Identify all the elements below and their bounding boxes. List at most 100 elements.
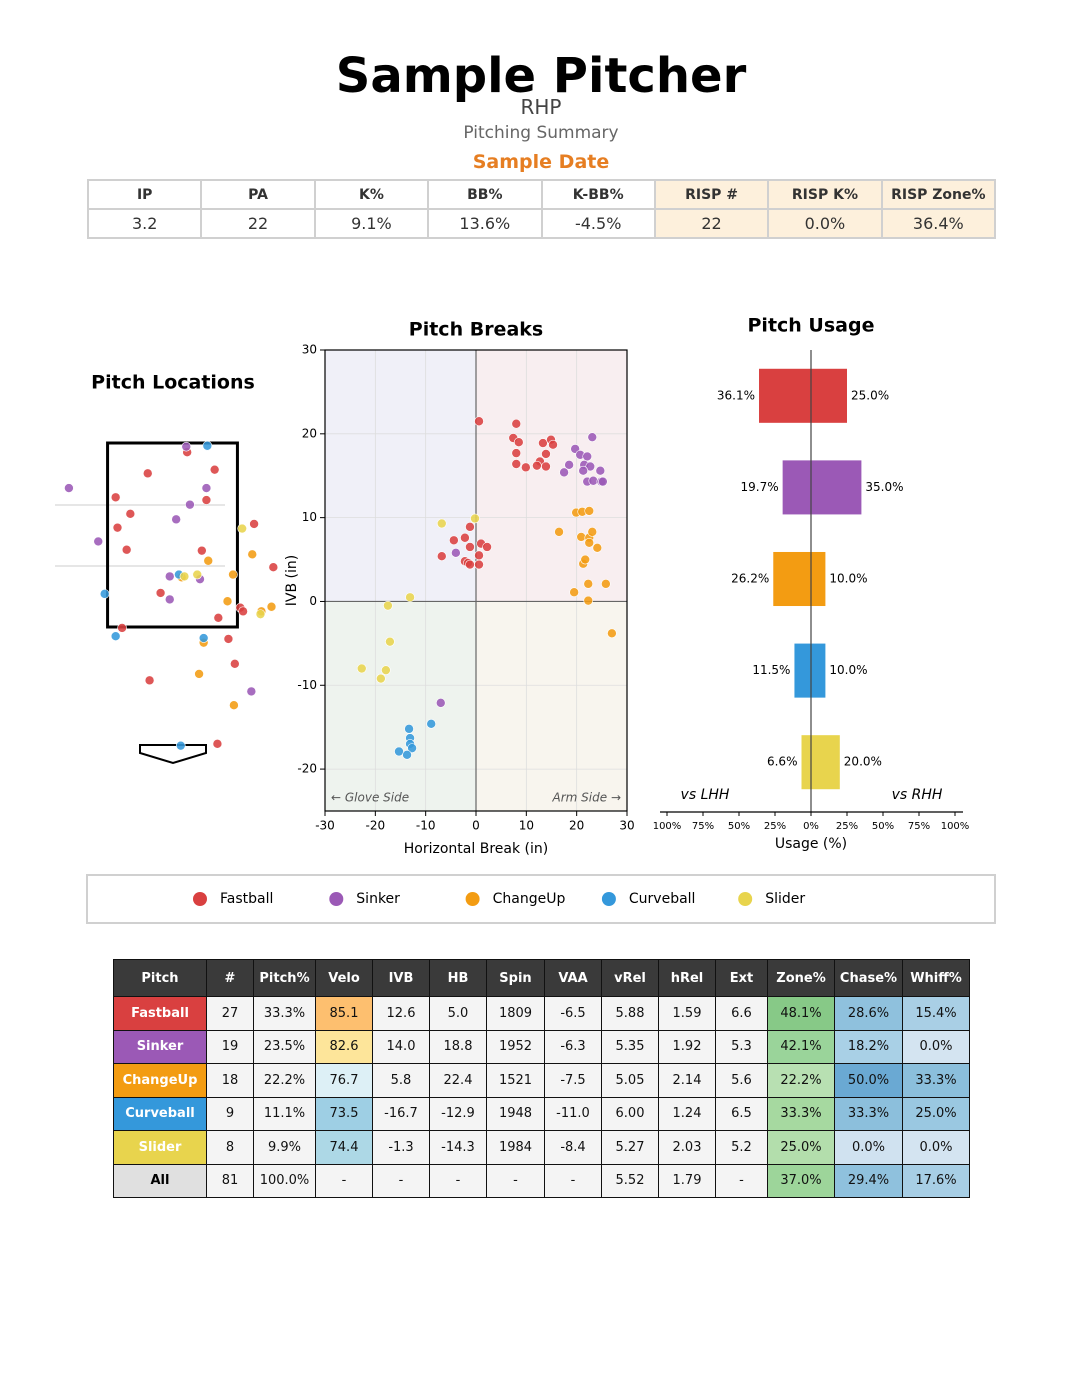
pitch-point (538, 438, 548, 448)
pitch-table-cell: 22.2% (767, 1063, 835, 1098)
usage-bar (782, 460, 811, 515)
pitch-point (376, 673, 386, 684)
pitch-table-cell: 22.2% (253, 1063, 316, 1098)
legend-marker (193, 892, 207, 906)
pitch-point (587, 527, 598, 537)
usage-bar (811, 460, 862, 515)
pitch-point (405, 592, 415, 603)
pitch-point (598, 476, 608, 487)
pitch-table-header: VAA (544, 959, 602, 997)
y-tick-label: 0 (309, 594, 317, 608)
pitch-table-cell: 28.6% (834, 996, 903, 1031)
summary-header: K% (313, 179, 430, 210)
value-label: 25.0% (851, 388, 889, 402)
pitch-table-cell: 33.3% (834, 1096, 903, 1131)
pitch-point (175, 740, 186, 751)
pitch-point (266, 601, 277, 612)
pitch-point (238, 606, 248, 617)
usage-bar (759, 368, 811, 423)
annotation: ← Glove Side (331, 791, 409, 805)
pitch-point (99, 589, 110, 599)
pitch-table-cell: 73.5 (315, 1096, 373, 1131)
pitch-point (548, 439, 558, 450)
pitch-table-cell: 5.3 (715, 1029, 768, 1064)
pitch-point (601, 579, 611, 589)
pitch-table-cell: 5.0 (429, 996, 487, 1031)
legend-label: Sinker (356, 891, 400, 907)
pitch-point (583, 579, 594, 589)
pitch-point (198, 633, 209, 643)
pitch-table-cell: - (429, 1163, 487, 1198)
value-label: 19.7% (741, 480, 779, 494)
summary-cell: -4.5% (540, 208, 656, 239)
pitch-point (580, 554, 591, 565)
pitch-point (559, 467, 569, 478)
y-axis-label: IVB (in) (284, 555, 300, 606)
pitch-point (465, 542, 475, 552)
pitch-table-cell: -1.3 (372, 1130, 430, 1165)
side-label: vs RHH (892, 787, 943, 803)
usage-bar (801, 735, 811, 790)
pitch-name: ChangeUp (113, 1063, 207, 1098)
pitch-point (394, 746, 404, 757)
pitch-point (449, 535, 459, 546)
pitch-point (268, 562, 279, 573)
y-tick-label: -20 (297, 762, 317, 776)
quadrant (476, 601, 627, 811)
quadrant (325, 601, 476, 811)
pitch-table-cell: 5.35 (601, 1029, 659, 1064)
pitch-point (588, 475, 599, 486)
usage-bar (794, 643, 811, 698)
pitch-table-cell: 11.1% (253, 1096, 316, 1131)
summary-header: BB% (427, 179, 543, 210)
pitch-table-header: IVB (372, 959, 430, 997)
pitch-point (209, 464, 220, 475)
pitch-point (356, 663, 367, 674)
pitch-table-cell: 1809 (486, 996, 545, 1031)
x-tick-label: 25% (836, 821, 858, 832)
x-axis-label: Usage (%) (775, 836, 847, 852)
pitch-point (164, 594, 175, 605)
pitch-table-header: HB (429, 959, 487, 997)
charts: Pitch Locations Pitch Breaks -30 -20 -10 0 10 2… (55, 315, 996, 924)
pitch-table-cell: 2.03 (658, 1130, 716, 1165)
pitch-point (451, 548, 461, 558)
pitch-table-cell: 33.3% (902, 1063, 970, 1098)
pitch-table-cell: 1948 (486, 1096, 545, 1131)
pitch-table-cell: - (372, 1163, 430, 1198)
pitch-point (511, 448, 522, 458)
pitch-point (474, 416, 484, 427)
pitch-table-cell: 0.0% (834, 1130, 903, 1165)
usage-bar (811, 368, 847, 423)
pitch-point (595, 465, 606, 476)
summary-cell: 13.6% (427, 208, 543, 239)
pitch-table-header: Chase% (834, 959, 903, 997)
pitch-point (513, 437, 524, 448)
pitch-table-cell: 12.6 (372, 996, 430, 1031)
pitch-table-cell: 18 (206, 1063, 254, 1098)
pitch-point (64, 483, 74, 493)
pitch-table-cell: 1984 (486, 1130, 545, 1165)
quadrant (325, 350, 476, 602)
value-label: 36.1% (717, 388, 755, 402)
pitch-point (110, 492, 121, 503)
pitch-point (564, 460, 574, 470)
pitch-point (201, 483, 212, 493)
pitch-table-header: Pitch (113, 959, 207, 997)
x-tick-label: -30 (315, 819, 335, 833)
value-label: 35.0% (865, 480, 903, 494)
pitch-table-header: Pitch% (253, 959, 316, 997)
pitch-table-cell: 1.59 (658, 996, 716, 1031)
pitch-table-cell: 82.6 (315, 1029, 373, 1064)
pitch-name: Slider (113, 1130, 207, 1165)
pitch-point (385, 636, 395, 647)
pitch-table-cell: 85.1 (315, 996, 373, 1031)
x-tick-label: -20 (366, 819, 386, 833)
pitch-point (407, 743, 417, 753)
pitch-table-cell: 9.9% (253, 1130, 316, 1165)
pitch-point (511, 418, 522, 429)
pitch-table-cell: 5.27 (601, 1130, 659, 1165)
usage-bar (811, 643, 826, 698)
pitch-table-cell: -7.5 (544, 1063, 602, 1098)
pitch-table-cell: 8 (206, 1130, 254, 1165)
